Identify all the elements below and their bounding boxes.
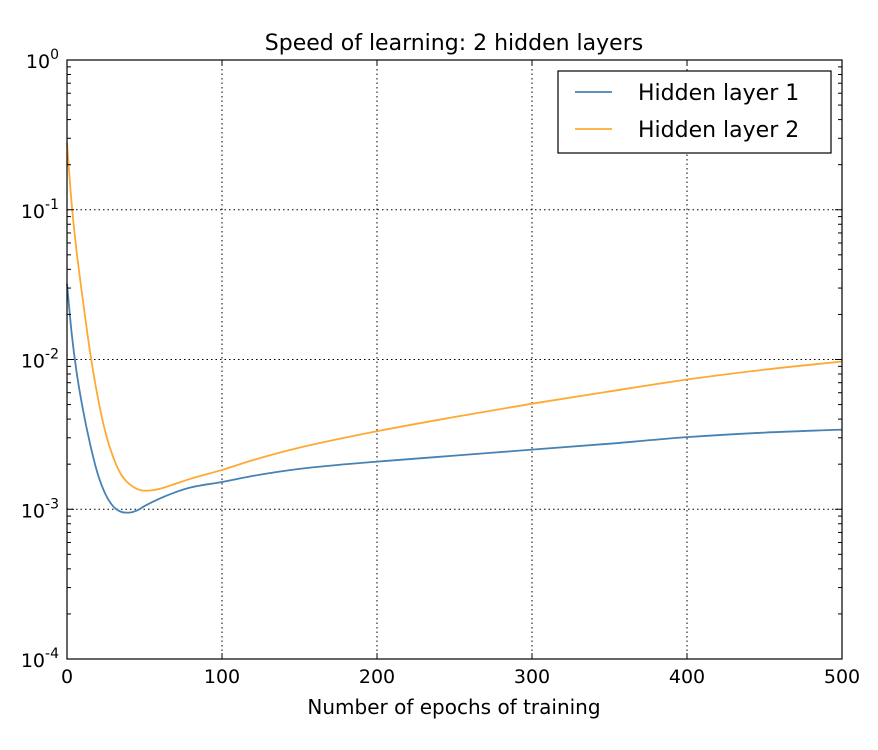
legend-label: Hidden layer 1: [638, 81, 799, 106]
grid: [67, 60, 842, 659]
y-tick-label-exponent: -1: [45, 197, 59, 213]
y-tick-label-exponent: -3: [45, 496, 59, 512]
y-tick-label-base: 10: [21, 351, 45, 373]
x-axis-label: Number of epochs of training: [307, 695, 600, 719]
y-tick-label-base: 10: [21, 201, 45, 223]
x-tick-labels: 0 100 200 300 400 500: [61, 666, 860, 688]
y-tick-label-base: 10: [21, 500, 45, 522]
x-tick-label: 300: [514, 666, 550, 688]
y-tick-label-exponent: -2: [45, 347, 59, 363]
series-line: [66, 283, 843, 514]
y-tick-label: 10-3: [21, 496, 59, 522]
y-tick-label: 10-1: [21, 197, 59, 223]
ticks: [66, 59, 843, 660]
y-tick-label-base: 10: [26, 51, 50, 73]
x-tick-label: 400: [669, 666, 705, 688]
y-tick-label-exponent: -4: [45, 646, 59, 662]
chart-title: Speed of learning: 2 hidden layers: [265, 31, 643, 56]
y-tick-label: 10-2: [21, 347, 59, 373]
series-lines: [66, 142, 843, 514]
series-line: [66, 142, 843, 492]
y-tick-label-base: 10: [21, 650, 45, 672]
y-tick-label-exponent: 0: [50, 47, 59, 63]
x-tick-label: 0: [61, 666, 73, 688]
x-tick-label: 100: [204, 666, 240, 688]
legend-label: Hidden layer 2: [638, 118, 799, 143]
legend: Hidden layer 1 Hidden layer 2: [557, 70, 832, 154]
legend-box: [557, 70, 832, 154]
x-tick-label: 200: [359, 666, 395, 688]
x-tick-label: 500: [824, 666, 860, 688]
y-tick-label: 100: [26, 47, 59, 73]
y-tick-label: 10-4: [21, 646, 59, 672]
